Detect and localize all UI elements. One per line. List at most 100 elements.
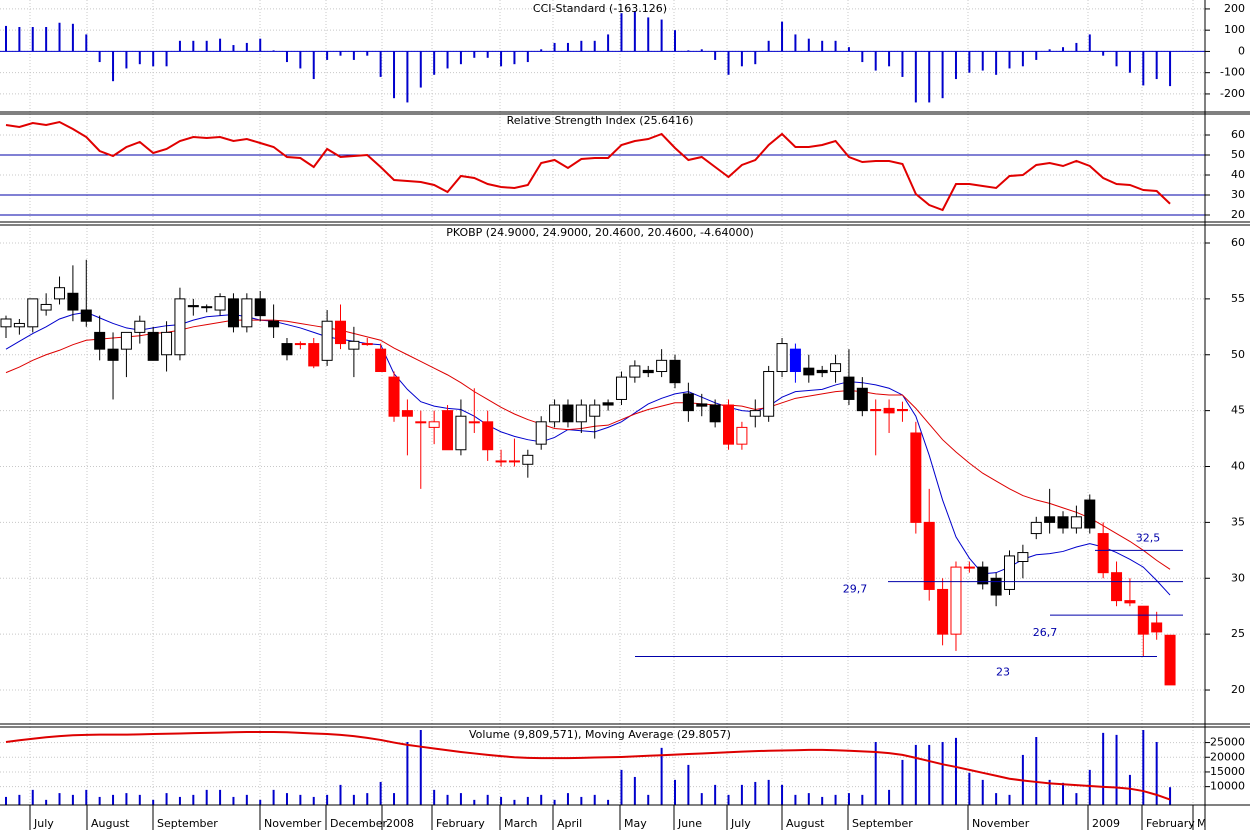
y-tick-label: 200 [1224, 2, 1245, 15]
candle-body [1070, 516, 1082, 529]
moving-average-line [5, 319, 1171, 570]
x-axis-label: September [157, 817, 218, 830]
candle-body [963, 566, 975, 569]
x-axis-label: September [852, 817, 913, 830]
y-tick-label: 10000 [1210, 780, 1245, 793]
x-axis-label: April [557, 817, 582, 830]
candle-body [321, 320, 333, 361]
candle-body [1151, 622, 1163, 633]
candle-body [1057, 516, 1069, 529]
candle-body [830, 363, 842, 373]
candle-body [1164, 634, 1176, 686]
annotation-label: 29,7 [843, 583, 868, 596]
candle-body [816, 369, 828, 374]
candle-body [308, 343, 320, 367]
candle-body [1044, 516, 1056, 523]
candle-body [1084, 499, 1096, 529]
candle-body [803, 367, 815, 376]
y-tick-label: 45 [1231, 404, 1245, 417]
y-tick-label: 50 [1231, 348, 1245, 361]
x-axis-label: December [330, 817, 388, 830]
candle-body [1137, 605, 1149, 635]
candle-body [27, 298, 39, 328]
candle-body [589, 404, 601, 417]
candle-body [575, 404, 587, 423]
candle-body [763, 371, 775, 417]
y-tick-label: 60 [1231, 236, 1245, 249]
y-tick-label: 60 [1231, 128, 1245, 141]
panel-title: Relative Strength Index (25.6416) [507, 114, 694, 127]
candle-body [201, 306, 213, 309]
x-axis-label: February [436, 817, 485, 830]
candle-body [415, 421, 427, 424]
candle-body [388, 376, 400, 417]
candle-body [736, 426, 748, 445]
candle-body [294, 343, 306, 346]
y-tick-label: 55 [1231, 292, 1245, 305]
candle-body [227, 298, 239, 328]
x-axis-label: August [91, 817, 130, 830]
candle-body [896, 409, 908, 412]
candle-body [281, 343, 293, 356]
y-tick-label: 25000 [1210, 736, 1245, 749]
candle-body [107, 348, 119, 361]
candle-body [789, 348, 801, 373]
annotation-label: 32,5 [1136, 531, 1161, 544]
candle-body [723, 404, 735, 445]
x-axis-label: May [624, 817, 647, 830]
x-axis-label: March [504, 817, 538, 830]
candle-body [161, 331, 173, 356]
candle-body [1097, 533, 1109, 574]
candle-body [696, 403, 708, 407]
x-axis-label: June [677, 817, 702, 830]
candle-body [602, 402, 614, 406]
candle-body [1124, 600, 1136, 604]
candle-body [937, 588, 949, 635]
y-tick-label: 15000 [1210, 765, 1245, 778]
candle-body [482, 421, 494, 451]
moving-average-line [5, 311, 1171, 596]
panel-title: Volume (9,809,571), Moving Average (29.8… [469, 728, 731, 741]
candle-body [1004, 555, 1015, 590]
candle-body [401, 410, 413, 417]
candle-body [629, 365, 641, 378]
candle-body [856, 387, 868, 412]
candle-body [468, 421, 480, 424]
rsi-line [5, 120, 1171, 212]
candle-body [549, 404, 561, 423]
y-tick-label: -100 [1220, 66, 1245, 79]
annotation-label: 23 [996, 665, 1010, 678]
candle-body [950, 566, 962, 635]
candle-body [749, 410, 761, 417]
panel-title: PKOBP (24.9000, 24.9000, 20.4600, 20.460… [446, 226, 754, 239]
moving-average-line [5, 730, 1171, 801]
candle-body [187, 305, 199, 308]
y-tick-label: 50 [1231, 148, 1245, 161]
x-axis-label: November [264, 817, 322, 830]
y-tick-label: 30 [1231, 188, 1245, 201]
candle-body [709, 404, 721, 423]
candle-body [642, 369, 654, 374]
candle-body [843, 376, 855, 400]
candle-body [335, 320, 346, 345]
x-axis-label: November [972, 817, 1030, 830]
candle-body [442, 410, 454, 451]
panel-title: CCI-Standard (-163.126) [533, 2, 667, 15]
x-axis-label: M [1197, 817, 1207, 830]
candle-body [522, 454, 534, 465]
candle-body [174, 298, 186, 356]
candle-body [1030, 521, 1042, 535]
candle-body [428, 421, 440, 428]
y-tick-label: 35 [1231, 515, 1245, 528]
candle-body [94, 331, 106, 350]
candle-body [361, 343, 373, 346]
candle-body [870, 409, 882, 412]
candle-body [669, 359, 681, 384]
candle-body [40, 303, 52, 311]
candle-body [375, 348, 387, 373]
candle-body [120, 331, 132, 350]
y-tick-label: 20 [1231, 208, 1245, 221]
candle-body [455, 415, 467, 451]
